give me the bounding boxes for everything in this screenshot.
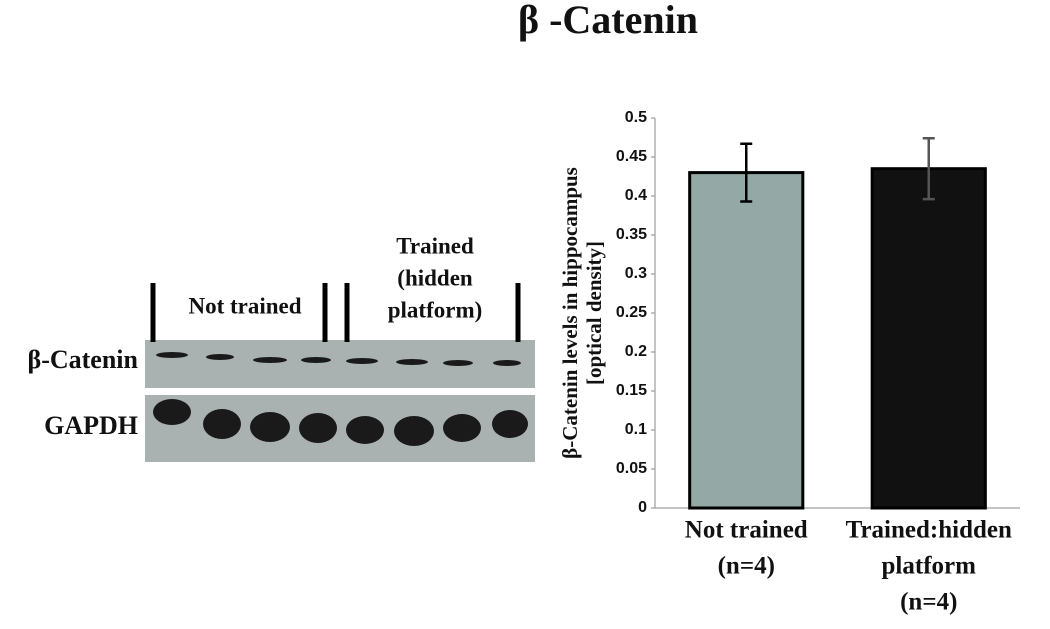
y-tick-label: 0.3	[625, 265, 647, 282]
y-axis-title: β-Catenin levels in hippocampus [optical…	[558, 167, 606, 459]
x-tick-label: Not trained	[685, 517, 808, 544]
y-tick-label: 0.25	[616, 304, 647, 321]
x-tick-label: platform	[882, 553, 977, 580]
y-tick-label: 0.05	[616, 460, 647, 477]
x-tick-label: (n=4)	[718, 553, 775, 580]
y-tick-label: 0.1	[625, 421, 647, 438]
y-axis-label: [optical density]	[582, 241, 606, 385]
blot-row-label: β-Catenin	[28, 345, 139, 374]
bands	[153, 352, 528, 446]
y-tick-label: 0.2	[625, 343, 647, 360]
group-dividers	[150, 283, 521, 342]
blot-group-label: (hidden	[397, 265, 473, 290]
y-axis-label: β-Catenin levels in hippocampus	[558, 167, 582, 459]
y-tick-label: 0	[638, 499, 647, 516]
y-tick-label: 0.4	[625, 187, 647, 204]
error-bar	[922, 137, 935, 201]
blot-group-label: Not trained	[188, 293, 301, 318]
blot-group-label: platform)	[388, 297, 483, 322]
y-tick-label: 0.5	[625, 109, 647, 126]
blot-group-label: Trained	[396, 233, 474, 258]
y-tick-label: 0.35	[616, 226, 647, 243]
y-tick-label: 0.45	[616, 148, 647, 165]
blot-strip	[145, 340, 535, 388]
bar	[688, 171, 805, 510]
chart-title: β -Catenin	[518, 0, 698, 42]
bar	[870, 167, 987, 510]
x-tick-label: Trained:hidden	[846, 517, 1012, 544]
y-tick-label: 0.15	[616, 382, 647, 399]
x-tick-label: (n=4)	[900, 589, 957, 616]
error-bar	[740, 142, 753, 203]
blot: Not trained Trained (hidden platform) β-…	[28, 233, 535, 462]
blot-row-label: GAPDH	[44, 411, 138, 440]
